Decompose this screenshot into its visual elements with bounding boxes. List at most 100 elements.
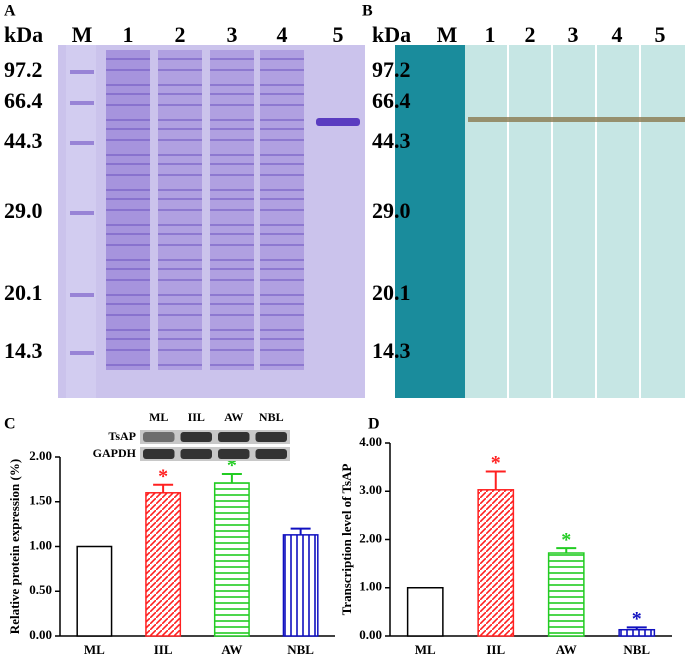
band: [260, 209, 304, 211]
band: [210, 154, 254, 156]
band: [210, 364, 254, 366]
band: [158, 84, 202, 86]
band: [106, 84, 150, 86]
lane-label: 3: [227, 22, 238, 47]
band: [260, 128, 304, 130]
band: [210, 128, 254, 130]
y-tick-label: 2.00: [359, 530, 382, 545]
band: [210, 163, 254, 165]
blot-band: [255, 449, 287, 459]
bar: [547, 552, 585, 637]
band: [158, 294, 202, 296]
band: [158, 69, 202, 71]
band: [260, 224, 304, 226]
band: [210, 209, 254, 211]
band: [210, 259, 254, 261]
lane-label: 4: [277, 22, 288, 47]
band: [260, 294, 304, 296]
band: [210, 189, 254, 191]
band: [158, 244, 202, 246]
band: [210, 314, 254, 316]
marker-label: 29.0: [372, 198, 411, 223]
error-bar: [485, 470, 506, 490]
band: [210, 93, 254, 95]
band: [106, 279, 150, 281]
band: [158, 209, 202, 211]
unit-label: kDa: [372, 22, 411, 47]
panel-label: D: [368, 416, 380, 433]
lane-label: M: [437, 22, 458, 47]
band: [210, 119, 254, 121]
y-tick-label: 0.00: [29, 627, 52, 642]
band: [260, 329, 304, 331]
blot-band: [143, 432, 175, 442]
blot-lane-label: IIL: [188, 410, 205, 424]
band: [158, 314, 202, 316]
band: [260, 104, 304, 106]
marker-label: 14.3: [372, 338, 411, 363]
bar: [282, 534, 319, 637]
band: [106, 329, 150, 331]
significance-mark: *: [158, 465, 168, 487]
band: [106, 364, 150, 366]
band: [158, 139, 202, 141]
bar: [618, 628, 656, 637]
lane-label: 5: [333, 22, 344, 47]
band: [260, 259, 304, 261]
band: [260, 163, 304, 165]
band: [210, 279, 254, 281]
marker-band: [70, 70, 94, 74]
band: [158, 119, 202, 121]
band: [106, 294, 150, 296]
band: [260, 58, 304, 60]
y-tick-label: 4.00: [359, 434, 382, 449]
band: [210, 244, 254, 246]
blot-band: [218, 432, 250, 442]
band: [260, 174, 304, 176]
band: [106, 93, 150, 95]
band: [260, 233, 304, 235]
y-tick-label: 3.00: [359, 482, 382, 497]
band: [468, 117, 685, 122]
band: [260, 189, 304, 191]
band: [106, 198, 150, 200]
band: [260, 244, 304, 246]
marker-label: 66.4: [372, 88, 411, 113]
band: [260, 69, 304, 71]
band: [106, 303, 150, 305]
band: [210, 294, 254, 296]
marker-label: 66.4: [4, 88, 43, 113]
band: [210, 69, 254, 71]
blot-lane-label: AW: [224, 410, 243, 424]
error-bar: [153, 483, 174, 493]
blot-row-label: GAPDH: [93, 446, 137, 460]
band: [158, 174, 202, 176]
band: [260, 338, 304, 340]
band: [210, 104, 254, 106]
band: [210, 84, 254, 86]
band: [210, 338, 254, 340]
band: [210, 303, 254, 305]
marker-label: 29.0: [4, 198, 43, 223]
marker-label: 44.3: [372, 128, 411, 153]
band: [158, 58, 202, 60]
marker-label: 97.2: [4, 57, 43, 82]
x-tick-label: ML: [415, 642, 436, 657]
significance-mark: *: [227, 455, 237, 477]
band: [158, 189, 202, 191]
marker-label: 97.2: [372, 57, 411, 82]
error-bar: [290, 527, 311, 535]
band: [106, 233, 150, 235]
band: [106, 104, 150, 106]
marker-band: [70, 351, 94, 355]
band: [106, 314, 150, 316]
band: [210, 174, 254, 176]
error-bar: [556, 547, 577, 554]
blot-lane-label: ML: [149, 410, 168, 424]
marker-label: 20.1: [4, 280, 43, 305]
band: [260, 349, 304, 351]
error-bar: [626, 626, 647, 630]
panel-label: C: [4, 416, 16, 433]
x-tick-label: NBL: [623, 642, 650, 657]
